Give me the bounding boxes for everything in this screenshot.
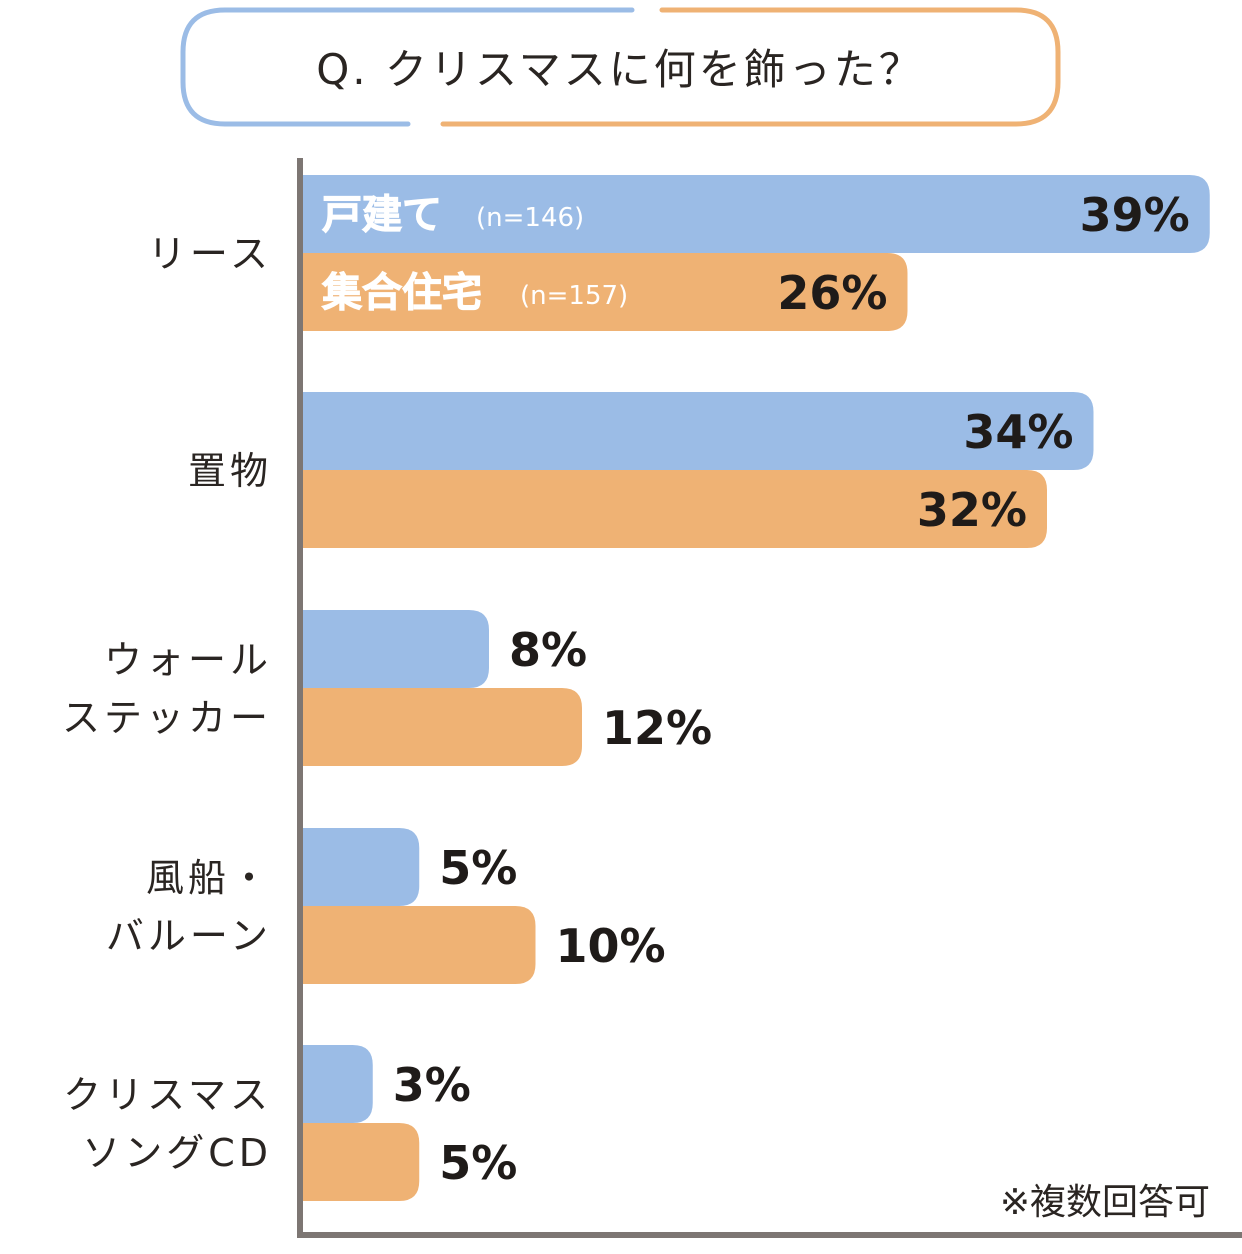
title-frame-orange — [440, 7, 1061, 127]
value-label: 5% — [439, 841, 517, 895]
legend-series-name: 集合住宅 — [321, 270, 482, 316]
legend-series-n: (n=157) — [520, 281, 628, 311]
note-multiple-answers: ※複数回答可 — [1000, 1182, 1210, 1223]
value-label: 3% — [393, 1058, 471, 1112]
bar-detached-house — [303, 828, 420, 906]
value-label: 12% — [602, 701, 712, 755]
value-label: 5% — [439, 1136, 517, 1190]
category-label: ステッカー — [62, 696, 272, 740]
bars: リース 39% 戸建て (n=146) 26% 集合住宅 (n=157) 置物 34% 32% ウォ… — [62, 175, 1210, 1201]
value-label: 10% — [556, 919, 666, 973]
category-label: 風船・ — [146, 856, 272, 900]
bar-detached-house — [303, 1045, 373, 1123]
value-label: 8% — [509, 623, 587, 677]
bar-apartment — [303, 1123, 420, 1201]
bar-detached-house — [303, 392, 1094, 470]
bar-detached-house — [303, 610, 489, 688]
bar-apartment — [303, 253, 908, 331]
value-label: 26% — [777, 266, 887, 320]
category-label: バルーン — [106, 914, 272, 958]
chart-title: Q. クリスマスに何を飾った？ — [316, 45, 924, 94]
value-label: 34% — [963, 405, 1073, 459]
category-label: 置物 — [188, 449, 272, 493]
category-label: リース — [148, 232, 272, 276]
bar-apartment — [303, 688, 582, 766]
category-label: クリスマス — [63, 1073, 272, 1117]
legend-series-name: 戸建て — [322, 192, 442, 238]
bar-apartment — [303, 470, 1047, 548]
bar-detached-house — [303, 175, 1210, 253]
legend-series-n: (n=146) — [476, 203, 584, 233]
title-frame: Q. クリスマスに何を飾った？ — [180, 7, 1061, 127]
category-label: ウォール — [104, 638, 272, 682]
value-label: 39% — [1080, 188, 1190, 242]
title-frame-blue — [180, 7, 635, 127]
bar-apartment — [303, 906, 536, 984]
value-label: 32% — [917, 483, 1027, 537]
category-label: ソングCD — [82, 1131, 272, 1175]
